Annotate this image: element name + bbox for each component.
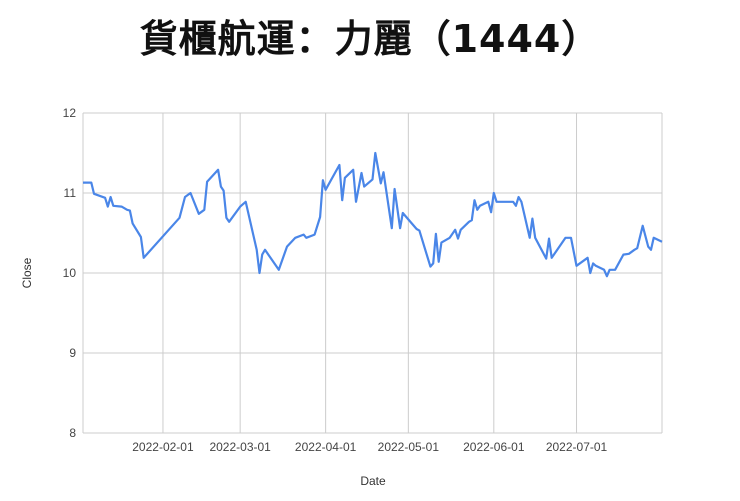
y-tick-label: 11 xyxy=(64,186,77,200)
chart-title: 貨櫃航運：力麗（1444） xyxy=(139,17,601,61)
x-tick-label: 2022-07-01 xyxy=(546,440,608,454)
x-tick-label: 2022-04-01 xyxy=(295,440,357,454)
y-axis-label: Close xyxy=(20,257,34,288)
series-layer xyxy=(83,151,663,278)
y-tick-label: 10 xyxy=(63,266,77,280)
gridlines xyxy=(82,112,663,434)
y-tick-label: 12 xyxy=(63,106,77,120)
x-tick-label: 2022-05-01 xyxy=(378,440,440,454)
x-axis-label: Date xyxy=(360,474,386,488)
close-price-line xyxy=(83,151,663,278)
x-tick-label: 2022-03-01 xyxy=(209,440,271,454)
y-tick-label: 8 xyxy=(69,426,76,440)
x-tick-label: 2022-02-01 xyxy=(132,440,194,454)
x-tick-label: 2022-06-01 xyxy=(463,440,525,454)
y-tick-label: 9 xyxy=(69,346,76,360)
tick-labels: 8 9 10 11 12 2022-02-01 2022-03-01 2022-04-01 20… xyxy=(63,106,608,454)
